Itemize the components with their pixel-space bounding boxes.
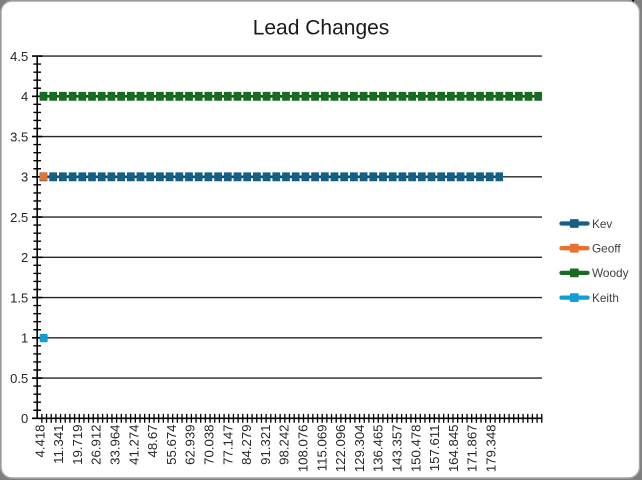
svg-text:70.038: 70.038	[202, 425, 217, 465]
svg-text:4: 4	[21, 89, 28, 104]
svg-text:143.357: 143.357	[390, 425, 405, 473]
svg-text:91.321: 91.321	[258, 425, 273, 465]
svg-text:55.674: 55.674	[164, 425, 179, 465]
svg-text:1: 1	[21, 331, 28, 346]
svg-text:Geoff: Geoff	[592, 242, 621, 256]
svg-text:1.5: 1.5	[10, 290, 28, 305]
svg-text:11.341: 11.341	[51, 425, 66, 464]
svg-text:3.5: 3.5	[10, 129, 28, 144]
svg-text:164.845: 164.845	[446, 425, 461, 473]
svg-text:62.939: 62.939	[183, 425, 198, 465]
svg-text:122.096: 122.096	[333, 425, 348, 473]
svg-text:115.069: 115.069	[314, 425, 329, 472]
svg-text:171.867: 171.867	[465, 425, 480, 473]
svg-text:Lead Changes: Lead Changes	[253, 17, 390, 40]
svg-text:150.478: 150.478	[408, 425, 423, 473]
svg-text:0: 0	[21, 411, 28, 426]
svg-text:4.5: 4.5	[10, 49, 28, 64]
svg-text:129.304: 129.304	[352, 425, 367, 473]
svg-text:0.5: 0.5	[10, 371, 28, 386]
svg-text:Woody: Woody	[592, 266, 629, 280]
svg-text:108.076: 108.076	[296, 425, 311, 473]
svg-text:2: 2	[21, 250, 28, 265]
svg-text:136.465: 136.465	[371, 425, 386, 473]
svg-text:3: 3	[21, 170, 28, 185]
svg-text:19.719: 19.719	[70, 425, 85, 465]
svg-text:Kev: Kev	[592, 217, 612, 231]
svg-text:41.274: 41.274	[126, 425, 141, 465]
svg-text:2.5: 2.5	[10, 210, 28, 225]
svg-text:26.912: 26.912	[89, 425, 104, 465]
svg-text:77.147: 77.147	[220, 425, 235, 465]
svg-text:179.348: 179.348	[484, 425, 499, 473]
svg-text:Keith: Keith	[592, 291, 619, 305]
svg-text:48.67: 48.67	[145, 425, 160, 458]
svg-text:84.279: 84.279	[239, 425, 254, 465]
svg-text:33.964: 33.964	[108, 425, 123, 465]
svg-text:4.418: 4.418	[32, 425, 47, 458]
svg-text:157.611: 157.611	[427, 425, 442, 472]
svg-text:98.242: 98.242	[277, 425, 292, 465]
